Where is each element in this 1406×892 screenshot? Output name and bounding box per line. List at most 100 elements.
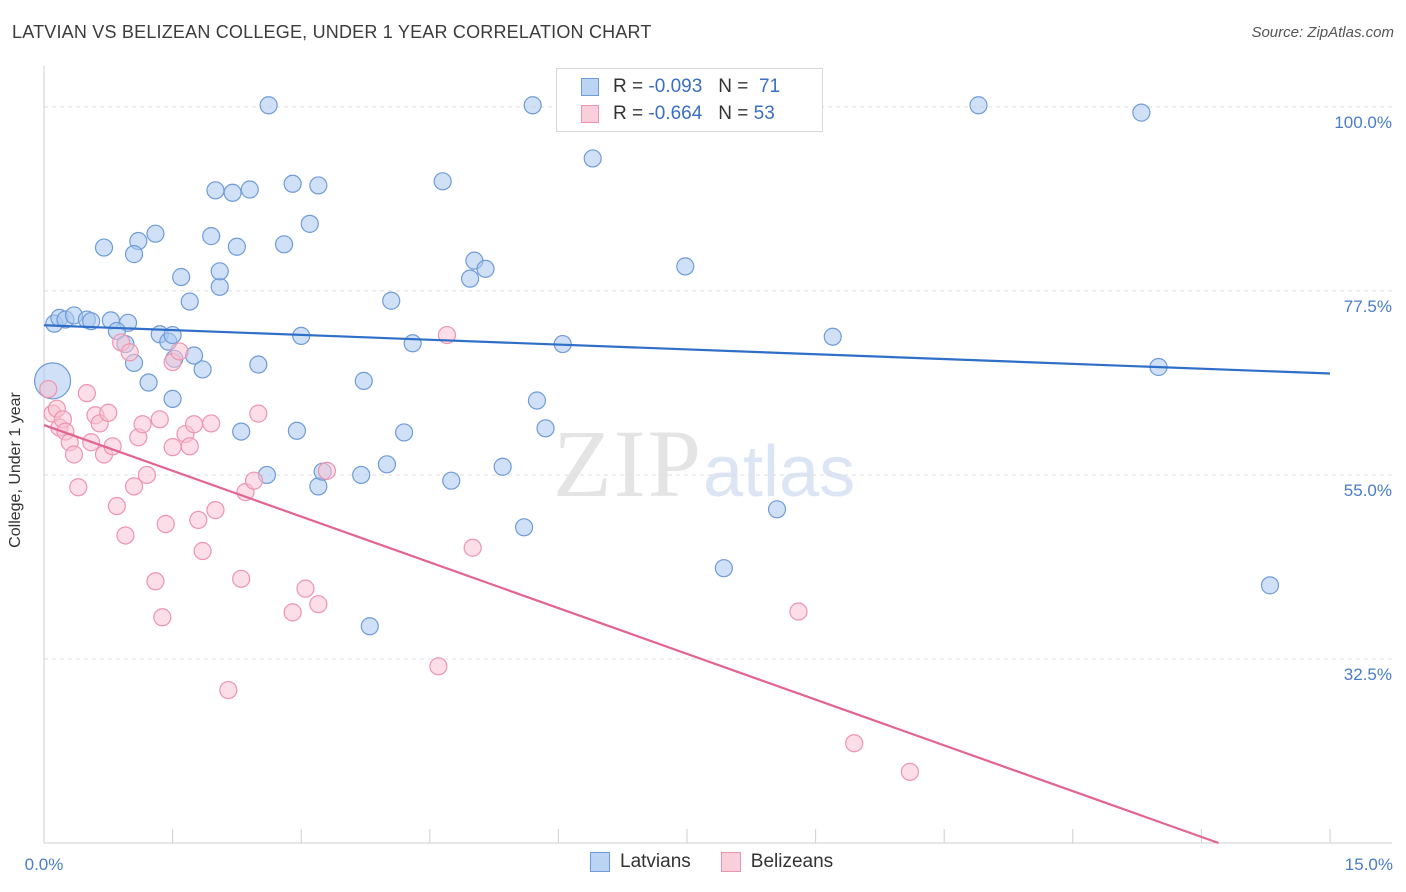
- latvian-point: [823, 327, 842, 346]
- belizean-point: [163, 438, 182, 457]
- legend-label-latvians: Latvians: [620, 851, 691, 872]
- latvian-point: [583, 149, 602, 168]
- latvian-point: [714, 559, 733, 578]
- belizean-point: [429, 657, 448, 676]
- latvian-point: [442, 471, 461, 490]
- chart-title: LATVIAN VS BELIZEAN COLLEGE, UNDER 1 YEA…: [12, 22, 652, 42]
- latvian-point: [206, 181, 225, 200]
- latvian-point: [394, 423, 414, 442]
- legend-swatch-latvians: [581, 78, 599, 96]
- belizean-point: [39, 379, 58, 399]
- belizean-point: [317, 461, 337, 480]
- latvian-point: [309, 176, 328, 195]
- belizean-point: [133, 415, 152, 434]
- latvian-point: [433, 172, 452, 191]
- watermark: ZIPatlas: [553, 410, 856, 517]
- latvian-point: [274, 235, 294, 254]
- latvian-point: [94, 238, 114, 257]
- belizean-point: [219, 680, 238, 700]
- latvian-point: [232, 422, 251, 441]
- latvian-point: [223, 183, 242, 202]
- belizean-point: [99, 403, 118, 422]
- belizean-point: [150, 410, 169, 429]
- belizean-point: [120, 343, 139, 362]
- series-legend: Latvians Belizeans: [590, 851, 863, 873]
- latvian-point: [82, 312, 101, 331]
- latvian-point: [240, 180, 259, 199]
- belizean-point: [463, 538, 482, 557]
- latvian-point: [493, 457, 512, 476]
- latvian-point: [382, 291, 401, 310]
- latvian-point: [172, 267, 191, 287]
- legend-n-label: N =: [718, 76, 749, 97]
- legend-swatch-belizeans: [720, 852, 741, 872]
- legend-item-belizeans: Belizeans: [720, 851, 833, 873]
- latvian-point: [377, 455, 397, 474]
- belizean-point: [202, 414, 221, 433]
- stats-legend: R = -0.093 N = 71 R = -0.664 N = 53: [556, 68, 823, 132]
- belizean-point: [309, 595, 328, 614]
- latvian-point: [139, 373, 158, 392]
- belizean-point: [146, 572, 165, 591]
- legend-r-label: R =: [613, 103, 644, 124]
- belizean-point: [184, 415, 204, 434]
- latvian-point: [523, 96, 542, 115]
- belizean-point: [244, 471, 264, 490]
- belizean-point: [153, 608, 172, 627]
- belizean-point: [206, 501, 225, 520]
- belizean-point: [69, 478, 88, 497]
- belizean-point: [156, 514, 175, 534]
- belizean-point: [64, 445, 84, 464]
- legend-row-latvians: R = -0.093 N = 71: [581, 75, 780, 99]
- latvian-point: [354, 371, 373, 390]
- latvian-point: [227, 237, 246, 256]
- chart-source: Source: ZipAtlas.com: [1251, 24, 1394, 41]
- latvian-point: [403, 334, 422, 353]
- latvian-point: [527, 391, 547, 410]
- belizean-point: [845, 734, 864, 753]
- y-tick-label: 32.5%: [1344, 665, 1392, 684]
- belizean-point: [77, 384, 96, 403]
- latvian-point: [969, 96, 988, 115]
- x-tick-label: 15.0%: [1345, 855, 1393, 874]
- latvian-point: [360, 617, 379, 636]
- latvian-point: [476, 259, 495, 278]
- belizean-point: [180, 437, 199, 456]
- y-tick-label: 55.0%: [1344, 481, 1392, 500]
- x-tick-label: 0.0%: [25, 855, 64, 874]
- latvian-point: [180, 292, 199, 311]
- legend-row-belizeans: R = -0.664 N = 53: [581, 102, 775, 126]
- latvian-trend-line: [43, 324, 1331, 375]
- latvian-point: [767, 500, 787, 519]
- belizean-trend-line: [43, 424, 1219, 845]
- belizean-point: [296, 579, 315, 598]
- latvian-point: [1260, 576, 1280, 595]
- belizean-point: [193, 541, 212, 561]
- latvian-point: [193, 360, 212, 379]
- latvian-point: [146, 224, 165, 243]
- belizean-point: [137, 465, 156, 485]
- latvian-point: [352, 465, 371, 485]
- belizean-point: [116, 526, 135, 545]
- latvian-point: [676, 257, 695, 276]
- legend-r-value: -0.664: [648, 103, 703, 124]
- y-tick-label: 77.5%: [1344, 297, 1392, 316]
- latvian-point: [300, 214, 319, 233]
- latvian-point: [283, 174, 302, 193]
- latvian-point: [536, 419, 555, 438]
- latvian-point: [202, 227, 221, 246]
- latvian-point: [460, 269, 480, 288]
- legend-swatch-latvians: [590, 852, 610, 872]
- legend-item-latvians: Latvians: [590, 851, 691, 873]
- belizean-point: [107, 496, 126, 516]
- legend-r-label: R =: [613, 76, 644, 97]
- belizean-point: [283, 603, 302, 622]
- latvian-point: [287, 421, 307, 440]
- legend-r-value: -0.093: [648, 76, 703, 97]
- latvian-point: [124, 245, 144, 264]
- belizean-point: [170, 342, 189, 361]
- latvian-point: [249, 355, 268, 374]
- belizean-point: [900, 762, 920, 781]
- latvian-point: [210, 277, 229, 296]
- legend-n-value: 53: [753, 103, 775, 124]
